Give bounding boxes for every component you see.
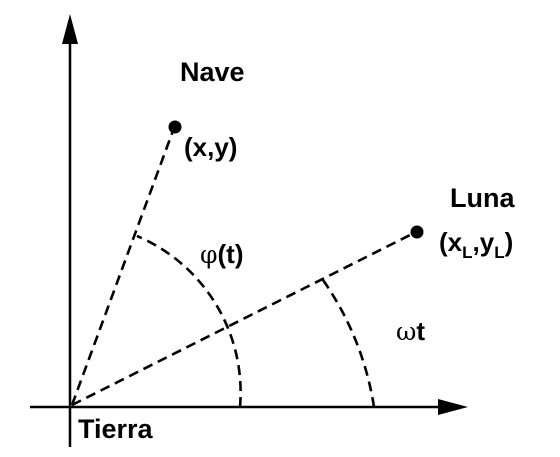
earth-label: Tierra xyxy=(78,414,154,444)
moon-coords-sep: ,y xyxy=(473,227,495,257)
moon-coords-open: (x xyxy=(439,227,463,257)
y-axis-arrowhead xyxy=(62,14,78,44)
moon-label: Luna xyxy=(450,183,515,213)
moon-coords-sub-2: L xyxy=(494,243,504,262)
coordinate-axes xyxy=(30,14,468,447)
ship-point xyxy=(168,120,182,134)
ship-angle-symbol: φ xyxy=(200,240,218,269)
ship-angle-arg: (t) xyxy=(218,239,244,269)
moon-point xyxy=(410,225,424,239)
moon-radius-line xyxy=(71,230,417,407)
ship-radius-line xyxy=(70,127,176,406)
moon-coordinates-label: (xL,yL) xyxy=(439,227,513,262)
ship-label: Nave xyxy=(180,57,245,87)
x-axis-arrowhead xyxy=(438,399,468,415)
moon-angle-arc xyxy=(321,279,376,408)
ship-angle-arc xyxy=(136,234,242,408)
ship-coordinates-label: (x,y) xyxy=(184,132,237,162)
ship-angle-label: φ(t) xyxy=(200,239,244,269)
moon-angle-var: t xyxy=(416,316,425,346)
moon-coords-sub-1: L xyxy=(462,243,472,262)
moon-angle-symbol: ω xyxy=(396,317,416,346)
moon-coords-close: ) xyxy=(505,227,514,257)
moon-angle-label: ωt xyxy=(396,316,425,346)
